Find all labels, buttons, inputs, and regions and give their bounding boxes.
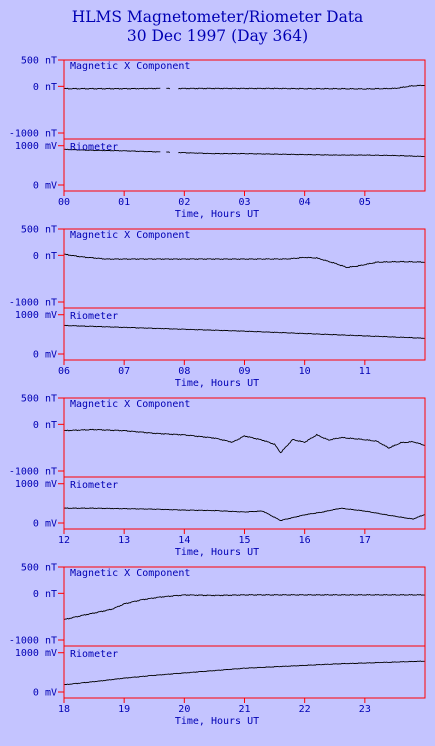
x-tick-label: 19 bbox=[118, 704, 130, 715]
x-tick-label: 15 bbox=[238, 535, 250, 546]
x-tick-label: 10 bbox=[299, 366, 311, 377]
x-tick-label: 01 bbox=[118, 197, 130, 208]
x-tick-label: 17 bbox=[359, 535, 371, 546]
mag-panel-label: Magnetic X Component bbox=[70, 568, 190, 579]
x-tick-label: 07 bbox=[118, 366, 130, 377]
x-tick-label: 16 bbox=[299, 535, 311, 546]
rio-trace-line bbox=[63, 324, 426, 339]
x-tick-label: 14 bbox=[178, 535, 190, 546]
x-tick-label: 20 bbox=[178, 704, 190, 715]
mag-y-tick-label: 500 nT bbox=[21, 394, 57, 405]
mag-y-tick-label: 500 nT bbox=[21, 225, 57, 236]
mag-y-tick-label: -1000 nT bbox=[9, 298, 57, 309]
x-tick-label: 13 bbox=[118, 535, 130, 546]
x-axis-label: Time, Hours UT bbox=[175, 716, 259, 727]
x-axis-label: Time, Hours UT bbox=[175, 209, 259, 220]
rio-y-tick-label: 1000 mV bbox=[15, 648, 57, 659]
mag-trace-line bbox=[63, 428, 426, 454]
x-tick-label: 18 bbox=[58, 704, 70, 715]
mag-y-tick-label: 0 nT bbox=[33, 251, 57, 262]
mag-y-tick-label: 0 nT bbox=[33, 420, 57, 431]
mag-panel-label: Magnetic X Component bbox=[70, 230, 190, 241]
x-tick-label: 08 bbox=[178, 366, 190, 377]
x-tick-label: 05 bbox=[359, 197, 371, 208]
x-tick-label: 23 bbox=[359, 704, 371, 715]
mag-trace-line bbox=[63, 84, 425, 90]
rio-trace-line bbox=[63, 148, 425, 158]
x-tick-label: 02 bbox=[178, 197, 190, 208]
rio-y-tick-label: 0 mV bbox=[33, 519, 57, 530]
mag-trace-line bbox=[63, 253, 426, 269]
mag-y-tick-label: -1000 nT bbox=[9, 129, 57, 140]
rio-y-tick-label: 1000 mV bbox=[15, 479, 57, 490]
x-axis-label: Time, Hours UT bbox=[175, 378, 259, 389]
rio-trace-line bbox=[63, 507, 426, 521]
rio-y-tick-label: 1000 mV bbox=[15, 310, 57, 321]
x-tick-label: 09 bbox=[238, 366, 250, 377]
rio-y-tick-label: 0 mV bbox=[33, 350, 57, 361]
mag-panel-label: Magnetic X Component bbox=[70, 61, 190, 72]
rio-y-tick-label: 0 mV bbox=[33, 181, 57, 192]
x-tick-label: 12 bbox=[58, 535, 70, 546]
x-axis-label: Time, Hours UT bbox=[175, 547, 259, 558]
mag-trace-line bbox=[63, 593, 425, 621]
x-tick-label: 11 bbox=[359, 366, 371, 377]
rio-trace-line bbox=[63, 660, 425, 686]
rio-panel-label: Riometer bbox=[70, 142, 118, 153]
x-tick-label: 21 bbox=[238, 704, 250, 715]
x-tick-label: 06 bbox=[58, 366, 70, 377]
mag-y-tick-label: 0 nT bbox=[33, 82, 57, 93]
x-tick-label: 22 bbox=[299, 704, 311, 715]
x-tick-label: 04 bbox=[299, 197, 311, 208]
x-tick-label: 00 bbox=[58, 197, 70, 208]
chart-subtitle: 30 Dec 1997 (Day 364) bbox=[127, 27, 308, 45]
mag-y-tick-label: 500 nT bbox=[21, 56, 57, 67]
mag-panel-label: Magnetic X Component bbox=[70, 399, 190, 410]
rio-y-tick-label: 0 mV bbox=[33, 688, 57, 699]
mag-y-tick-label: -1000 nT bbox=[9, 636, 57, 647]
chart-title: HLMS Magnetometer/Riometer Data bbox=[72, 8, 364, 26]
rio-panel-label: Riometer bbox=[70, 311, 118, 322]
rio-panel-label: Riometer bbox=[70, 480, 118, 491]
mag-y-tick-label: 500 nT bbox=[21, 563, 57, 574]
mag-y-tick-label: -1000 nT bbox=[9, 467, 57, 478]
mag-y-tick-label: 0 nT bbox=[33, 589, 57, 600]
rio-y-tick-label: 1000 mV bbox=[15, 141, 57, 152]
rio-panel-label: Riometer bbox=[70, 649, 118, 660]
x-tick-label: 03 bbox=[238, 197, 250, 208]
